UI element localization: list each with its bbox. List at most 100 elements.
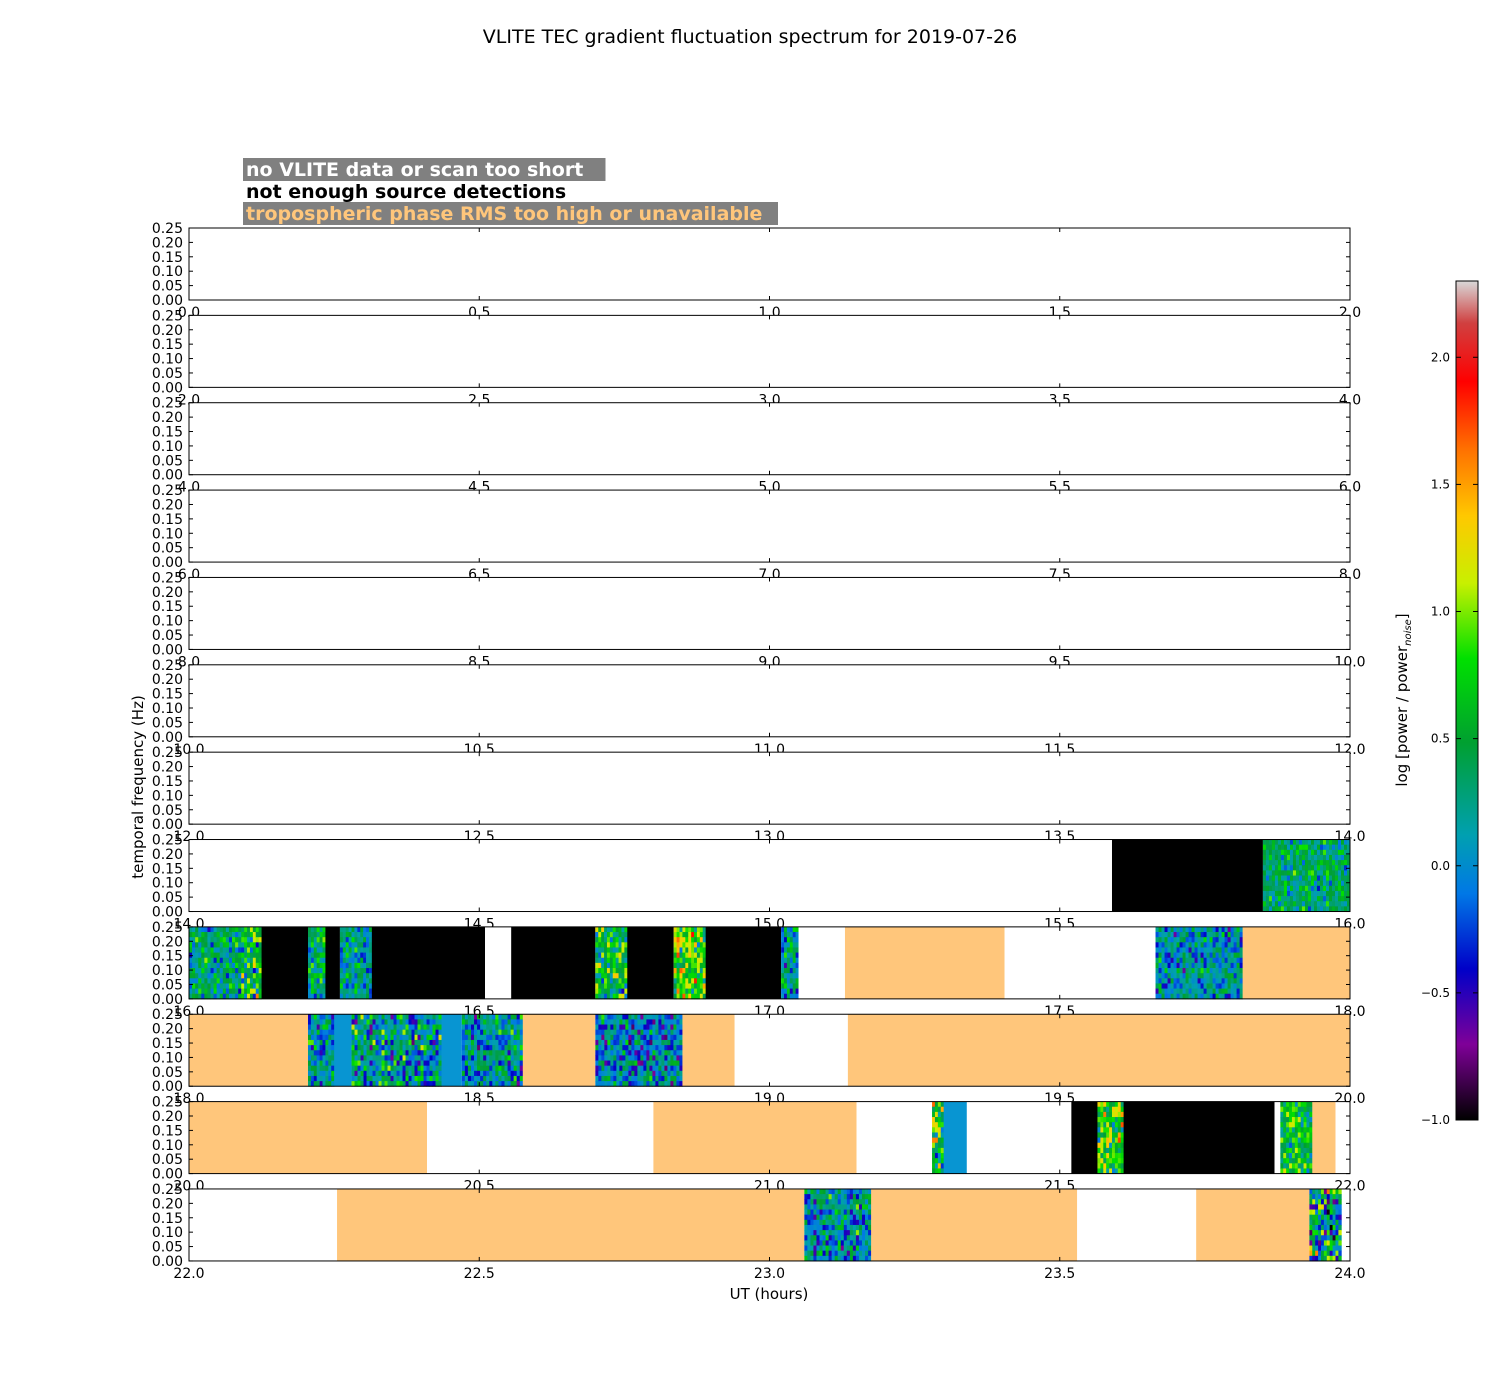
spectrum-cell bbox=[609, 942, 614, 948]
spectrum-cell bbox=[598, 968, 602, 974]
spectrum-cell bbox=[241, 968, 245, 974]
spectrum-cell bbox=[1300, 1117, 1304, 1123]
spectrum-cell bbox=[676, 973, 680, 979]
spectrum-cell bbox=[604, 1075, 608, 1082]
spectrum-segment-5 bbox=[339, 926, 373, 1000]
spectrum-cell bbox=[489, 1065, 493, 1072]
spectrum-cell bbox=[1280, 1111, 1284, 1118]
spectrum-cell bbox=[616, 1019, 620, 1025]
spectrum-cell bbox=[504, 1034, 508, 1041]
spectrum-cell bbox=[426, 1019, 430, 1025]
spectrum-cell bbox=[414, 1060, 418, 1067]
spectrum-cell bbox=[615, 962, 619, 969]
spectrum-cell bbox=[255, 962, 260, 969]
spectrum-cell bbox=[618, 957, 622, 964]
spectrum-cell bbox=[789, 926, 794, 933]
spectrum-cell bbox=[351, 1075, 355, 1082]
spectrum-cell bbox=[828, 1219, 833, 1226]
spectrum-cell bbox=[1319, 860, 1324, 866]
spectrum-cell bbox=[1112, 1163, 1116, 1169]
spectrum-cell bbox=[1303, 1142, 1307, 1149]
spectrum-cell bbox=[646, 1014, 650, 1020]
spectrum-cell bbox=[786, 957, 791, 964]
spectrum-cell bbox=[228, 983, 233, 989]
spectrum-cell bbox=[618, 962, 622, 969]
spectrum-cell bbox=[1197, 932, 1201, 938]
spectrum-cell bbox=[393, 1065, 397, 1072]
spectrum-cell bbox=[1230, 973, 1234, 979]
spectrum-cell bbox=[1309, 1240, 1313, 1246]
spectrum-cell bbox=[661, 1014, 665, 1020]
spectrum-cell bbox=[1277, 839, 1282, 846]
spectrum-cell bbox=[360, 1055, 364, 1061]
spectrum-cell bbox=[1262, 860, 1267, 866]
spectrum-cell bbox=[1334, 896, 1339, 902]
spectrum-cell bbox=[1185, 937, 1189, 943]
spectrum-cell bbox=[1309, 1153, 1313, 1159]
spectrum-cell bbox=[606, 988, 611, 995]
spectrum-cell bbox=[1306, 1117, 1310, 1123]
spectrum-cell bbox=[649, 1075, 653, 1082]
spectrum-cell bbox=[357, 968, 361, 974]
spectrum-cell bbox=[1322, 844, 1327, 851]
spectrum-cell bbox=[1298, 901, 1303, 907]
spectrum-cell bbox=[225, 968, 230, 974]
spectrum-cell bbox=[619, 1039, 623, 1046]
spectrum-cell bbox=[1301, 896, 1306, 902]
spectrum-cell bbox=[360, 988, 364, 995]
spectrum-cell bbox=[688, 947, 692, 953]
spectrum-cell bbox=[1170, 926, 1174, 933]
spectrum-cell bbox=[1167, 983, 1171, 989]
spectrum-cell bbox=[1233, 962, 1237, 969]
spectrum-cell bbox=[1271, 849, 1276, 856]
spectrum-cell bbox=[1236, 957, 1240, 964]
spectrum-cell bbox=[1114, 1142, 1119, 1149]
spectrum-cell bbox=[474, 1075, 478, 1082]
spectrum-cell bbox=[467, 1081, 472, 1087]
spectrum-cell bbox=[216, 942, 221, 948]
spectrum-cell bbox=[1289, 844, 1294, 851]
spectrum-cell bbox=[1343, 896, 1348, 902]
spectrum-cell bbox=[631, 1029, 635, 1036]
spectrum-cell bbox=[849, 1214, 854, 1221]
spectrum-cell bbox=[1313, 875, 1318, 882]
spectrum-cell bbox=[438, 1055, 442, 1061]
spectrum-cell bbox=[595, 968, 599, 974]
spectrum-cell bbox=[435, 1039, 439, 1046]
spectrum-cell bbox=[825, 1224, 829, 1231]
spectrum-cell bbox=[345, 988, 350, 995]
spectrum-cell bbox=[1155, 942, 1159, 948]
spectrum-cell bbox=[313, 1070, 318, 1077]
spectrum-cell bbox=[932, 1163, 936, 1169]
spectrum-cell bbox=[1319, 870, 1324, 876]
spectrum-cell bbox=[819, 1230, 823, 1236]
spectrum-cell bbox=[1286, 1168, 1290, 1174]
spectrum-cell bbox=[351, 1014, 355, 1020]
spectrum-cell bbox=[435, 1034, 439, 1041]
spectrum-cell bbox=[1319, 890, 1324, 897]
spectrum-cell bbox=[363, 1081, 367, 1087]
spectrum-cell bbox=[1103, 1142, 1107, 1149]
spectrum-cell bbox=[937, 1111, 942, 1118]
spectrum-cell bbox=[195, 957, 199, 964]
spectrum-cell bbox=[414, 1045, 418, 1051]
spectrum-cell bbox=[807, 1209, 811, 1216]
spectrum-cell bbox=[634, 1060, 638, 1067]
spectrum-cell bbox=[1218, 968, 1222, 974]
spectrum-cell bbox=[1347, 906, 1351, 912]
spectrum-cell bbox=[480, 1055, 484, 1061]
spectrum-cell bbox=[429, 1075, 433, 1082]
spectrum-cell bbox=[1301, 844, 1306, 851]
spectrum-cell bbox=[381, 1065, 385, 1072]
spectrum-cell bbox=[846, 1209, 851, 1216]
spectrum-cell bbox=[673, 1024, 677, 1031]
spectrum-cell bbox=[402, 1055, 406, 1061]
spectrum-cell bbox=[604, 952, 608, 959]
spectrum-cell bbox=[470, 1029, 475, 1036]
spectrum-cell bbox=[822, 1245, 826, 1252]
spectrum-cell bbox=[865, 1255, 869, 1262]
spectrum-cell bbox=[804, 1230, 808, 1236]
y-tick-label: 0.25 bbox=[152, 570, 183, 586]
spectrum-cell bbox=[1289, 1127, 1293, 1133]
spectrum-cell bbox=[621, 962, 625, 969]
